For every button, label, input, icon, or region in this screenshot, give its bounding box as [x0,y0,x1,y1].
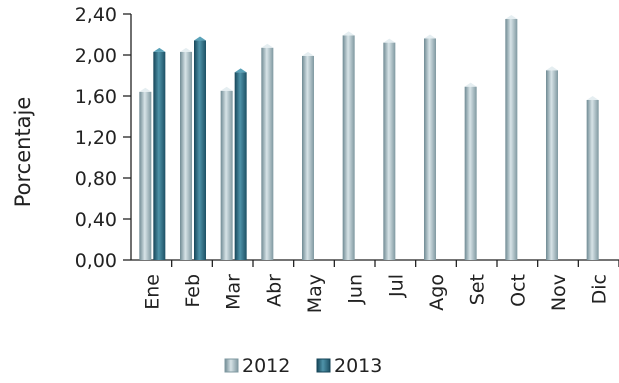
y-tick-label: 0,40 [75,209,117,231]
legend: 2012 2013 [224,355,382,377]
y-tick-label: 2,00 [75,45,117,67]
x-tick-label: Nov [548,274,570,311]
x-tick-label: Jul [385,274,407,298]
bar-2013-Mar [234,68,247,260]
bar-2012-Jun [342,31,355,260]
legend-label: 2013 [334,355,382,377]
x-tick-label: May [304,274,326,313]
x-tick-label: Set [467,274,489,305]
y-tick-label: 0,00 [75,250,117,272]
x-tick-label: Jun [345,274,367,305]
y-tick-label: 2,40 [75,4,117,26]
bars [139,15,599,261]
legend-label: 2012 [242,355,290,377]
x-tick-label: Dic [589,274,611,304]
x-axis-labels: Ene Feb Mar Abr May Jun Jul Ago Set Oct Nov Dic [141,274,610,313]
x-tick-label: Ene [141,274,163,310]
legend-item-2012: 2012 [224,355,290,377]
x-tick-label: Abr [263,274,285,307]
bar-2012-Jul [383,38,396,260]
bar-2012-Dic [586,96,599,260]
bar-2012-Set [464,82,477,260]
bar-2013-Ene [153,47,166,261]
legend-swatch [316,358,331,373]
bar-2012-Oct [505,15,518,261]
x-tick-label: Mar [223,274,245,310]
y-tick-label: 1,60 [75,86,117,108]
bar-2012-Nov [546,66,558,261]
y-tick-label: 1,20 [75,127,117,149]
bar-2012-Abr [261,43,274,260]
y-axis-label: Porcentaje [11,97,35,208]
bar-2012-Mar [220,86,233,261]
x-tick-label: Feb [182,274,204,308]
y-axis-ticks: 0,00 0,40 0,80 1,20 1,60 2,00 2,40 [75,4,131,272]
bar-2012-Ago [424,34,436,260]
bar-2012-May [302,51,314,260]
bar-2013-Feb [194,36,206,260]
x-tick-label: Ago [426,274,448,311]
axes [130,14,619,267]
x-tick-label: Oct [507,274,529,307]
bar-2012-Feb [180,47,192,261]
legend-swatch [224,358,239,373]
y-tick-label: 0,80 [75,168,117,190]
legend-item-2013: 2013 [316,355,382,377]
bar-2012-Ene [139,87,152,260]
